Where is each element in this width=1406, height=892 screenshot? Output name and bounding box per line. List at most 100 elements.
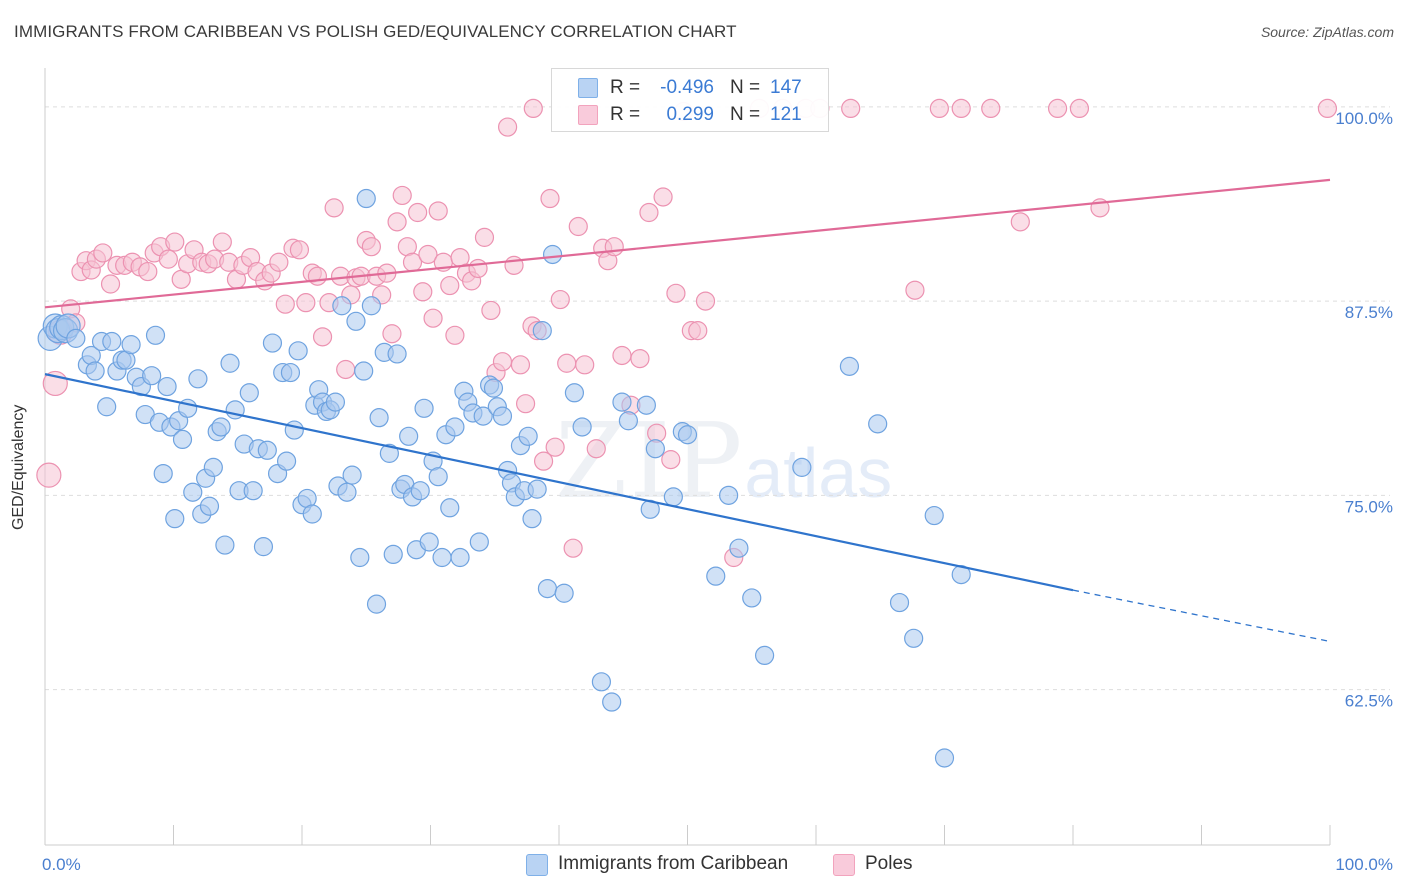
poles-point [212,232,232,252]
caribbean-point [663,487,683,507]
caribbean-point [742,588,762,608]
legend-label: Poles [865,853,913,874]
poles-point [1010,212,1030,232]
caribbean-point [145,325,166,345]
y-axis-label: GED/Equivalency [10,404,27,530]
caribbean-point [706,566,726,586]
poles-point [312,327,333,347]
caribbean-point [366,594,387,614]
source-credit: Source: ZipAtlas.com [1260,24,1394,40]
caribbean-point [243,481,263,501]
caribbean-point [121,335,141,355]
caribbean-point [792,457,812,477]
caribbean-point [868,414,888,434]
poles-point [563,538,583,558]
caribbean-point [262,333,283,353]
caribbean-point [203,457,223,477]
caribbean-point [399,426,419,446]
y-tick-label: 100.0% [1335,109,1393,128]
poles-point [445,325,465,345]
poles-point [550,289,570,310]
caribbean-point [257,440,277,460]
poles-point [474,227,495,247]
axes [44,68,1331,846]
poles-point [392,185,412,206]
poles-point [1047,98,1068,119]
poles-point [158,249,178,269]
poles-point [440,275,460,296]
poles-point [275,294,295,314]
caribbean-point [183,482,203,502]
poles-point [138,261,158,282]
caribbean-point [276,451,297,471]
caribbean-point [473,406,493,426]
caribbean-point [239,383,259,403]
y-tick-label: 75.0% [1345,497,1393,516]
poles-point [545,437,565,457]
y-axis-label-wrap: GED/Equivalency [10,405,34,554]
poles-point [481,300,501,321]
caribbean-point [253,537,274,557]
caribbean-point [153,463,173,484]
x-tick-label: 0.0% [42,855,81,874]
caribbean-point [483,378,504,398]
poles-point [639,202,659,223]
r-label: R = [610,77,641,98]
caribbean-point [432,547,452,568]
poles-point [981,98,1001,119]
poles-point [93,243,113,263]
poles-point [540,188,560,209]
stats-legend: R = -0.496 N = 147 R = 0.299 N = 121 [551,68,829,132]
poles-point [408,202,428,223]
poles-point [630,348,650,369]
poles-point [688,321,708,341]
poles-point [269,252,289,272]
caribbean-points [37,188,971,768]
y-tick-label: 62.5% [1345,692,1393,711]
caribbean-point [346,311,366,331]
caribbean-point [325,392,346,412]
caribbean-point [924,505,944,526]
caribbean-point [602,692,622,712]
caribbean-point [440,498,460,518]
caribbean-point [754,645,775,666]
poles-point [510,355,531,375]
y-tick-label: 87.5% [1345,303,1393,322]
trend-lines [44,178,1331,643]
caribbean-point [97,397,117,417]
caribbean-point [157,376,177,397]
caribbean-point [337,482,357,502]
caribbean-point [450,547,470,568]
caribbean-point [522,509,542,529]
caribbean-point [142,366,162,386]
caribbean-point [469,532,489,552]
poles-point [841,98,861,119]
poles-point [413,282,433,302]
caribbean-legend-swatch [526,854,548,876]
caribbean-point [387,344,407,364]
caribbean-point [591,672,612,692]
caribbean-trend-line [44,373,1074,592]
caribbean-point [332,296,352,316]
r-label: R = [610,104,641,125]
poles-point [695,291,716,311]
caribbean-point [904,628,924,648]
caribbean-point [361,296,381,316]
caribbean-point [215,535,235,555]
poles-point [557,353,577,373]
poles-point [653,187,673,207]
caribbean-point [66,328,86,348]
poles-point [387,212,407,232]
caribbean-point [369,408,389,428]
caribbean-point [199,496,220,516]
poles-point [515,394,536,414]
caribbean-point [188,369,208,389]
poles-point [418,244,438,265]
poles-point [951,98,971,119]
stats-row-poles: R = 0.299 N = 121 [552,101,828,127]
caribbean-point [85,361,105,381]
caribbean-trend-extension [1072,589,1331,643]
series-legend: Immigrants from Caribbean Poles [0,852,1406,878]
chart-title: IMMIGRANTS FROM CARIBBEAN VS POLISH GED/… [14,22,737,41]
caribbean-point [542,244,563,265]
